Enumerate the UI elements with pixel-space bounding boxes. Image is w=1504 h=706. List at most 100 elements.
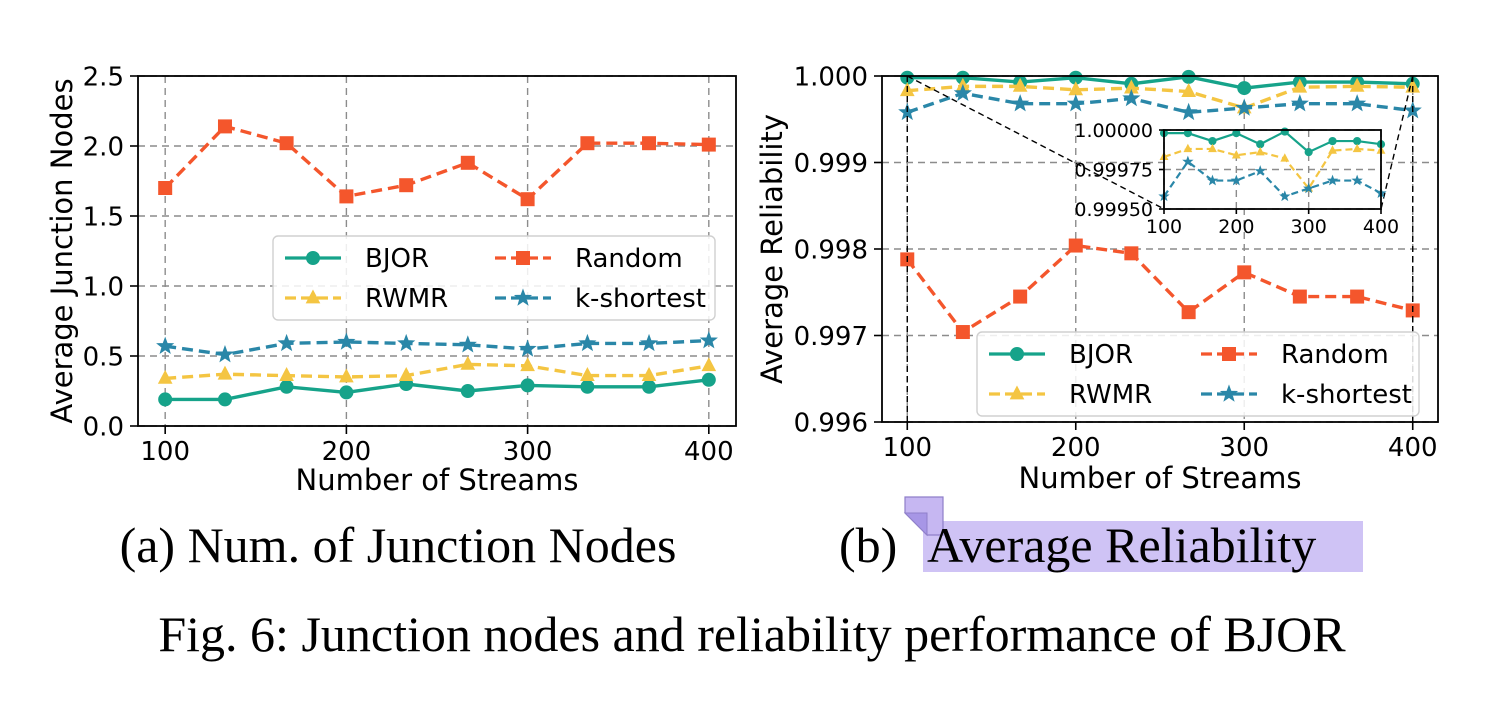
chart-a-legend-marker-rwmr	[305, 289, 321, 304]
chart-b-point-k-shortest	[1348, 94, 1367, 112]
inset-point-k-shortest	[1279, 190, 1291, 202]
chart-a-line-bjor	[165, 378, 710, 402]
chart-a-y-tick-label: 1.0	[83, 272, 124, 302]
chart-a-point-random	[701, 137, 716, 152]
chart-b-point-rwmr	[1349, 77, 1365, 92]
figure-caption: Fig. 6: Junction nodes and reliability p…	[158, 606, 1346, 662]
chart-a-point-k-shortest	[397, 333, 416, 352]
chart-a-point-bjor	[158, 392, 173, 407]
chart-a-legend-label-bjor: BJOR	[365, 244, 429, 274]
chart-b-x-tick-label: 400	[1388, 433, 1438, 463]
chart-a-series-rwmr	[157, 355, 717, 384]
inset-point-k-shortest	[1351, 174, 1363, 186]
subcaption-b-prefix: (b)	[839, 517, 897, 573]
inset-point-k-shortest	[1182, 155, 1194, 167]
chart-b-point-k-shortest	[953, 83, 972, 102]
chart-b-ylabel: Average Reliability	[755, 114, 789, 384]
chart-a-series-random	[158, 119, 716, 207]
sticky-note-fold-icon	[903, 512, 928, 537]
chart-a-point-k-shortest	[215, 345, 235, 363]
chart-b-legend-marker-rwmr	[1009, 385, 1025, 400]
chart-a-point-random	[399, 178, 414, 193]
chart-b-series	[898, 69, 1422, 340]
chart-a-series-k-shortest	[156, 331, 718, 363]
chart-b-point-random	[1068, 238, 1083, 253]
inset-line-rwmr	[1164, 147, 1381, 191]
chart-a-point-random	[339, 189, 354, 204]
inset-x-tick-label: 100	[1146, 216, 1182, 238]
chart-b-legend-box	[976, 331, 1420, 417]
inset-x-tick-label: 200	[1218, 216, 1254, 238]
inset-line-k-shortest	[1164, 160, 1381, 198]
inset-ticks: 100 200 300 400 0.99950 0.99975 1.00000	[1074, 120, 1399, 238]
inset-x-tick-label: 400	[1363, 216, 1399, 238]
chart-a-legend-marker-bjor	[306, 251, 320, 265]
chart-b-legend-marker-bjor	[1010, 347, 1024, 361]
chart-a-line-k-shortest	[164, 338, 709, 357]
chart-b-x-tick-label: 200	[1051, 433, 1101, 463]
chart-a-legend-box	[272, 235, 716, 321]
chart-b-point-random	[1013, 289, 1028, 304]
chart-b-line-random	[905, 243, 1414, 335]
inset-point-bjor	[1208, 136, 1217, 146]
chart-a-point-bjor	[279, 379, 294, 394]
chart-a-series-bjor	[158, 372, 716, 407]
chart-b-legend: BJOR Random RWMR k-shortest	[976, 331, 1420, 417]
inset-point-bjor	[1328, 136, 1337, 146]
chart-a-point-k-shortest	[156, 336, 175, 354]
chart-b-series-random	[900, 238, 1420, 340]
chart-b-y-tick-label: 0.998	[794, 235, 868, 265]
chart-b-ticks: 100 200 300 400 0.996 0.997 0.998 0.999 1.000	[794, 62, 1438, 463]
inset-point-k-shortest	[1326, 174, 1339, 186]
chart-b-point-k-shortest	[1011, 94, 1030, 112]
chart-b-series-k-shortest	[898, 83, 1422, 121]
chart-b-line-rwmr	[907, 84, 1413, 110]
inset-series	[1158, 127, 1387, 202]
chart-b-line-bjor	[907, 75, 1413, 90]
chart-a-point-random	[642, 136, 657, 151]
chart-a-x-tick-label: 100	[140, 437, 190, 467]
inset-x-tick-label: 300	[1291, 216, 1327, 238]
chart-b-point-random	[1181, 305, 1196, 320]
chart-b-inset: 100 200 300 400 0.99950 0.99975 1.00000	[1074, 120, 1399, 238]
chart-a-point-bjor	[217, 392, 232, 407]
chart-a-point-rwmr	[279, 367, 294, 381]
inset-point-k-shortest	[1254, 165, 1266, 176]
chart-a-point-k-shortest	[578, 333, 597, 352]
chart-a-point-rwmr	[217, 365, 233, 380]
chart-b: 100 200 300 400 0.996 0.997 0.998 0.999 1.000 Nu…	[755, 62, 1439, 495]
chart-a-point-k-shortest	[277, 333, 296, 352]
chart-a-legend-marker-random	[516, 251, 530, 265]
inset-series-k-shortest	[1158, 155, 1387, 202]
chart-a-point-k-shortest	[699, 331, 718, 349]
chart-b-point-random	[1350, 289, 1365, 304]
chart-b-point-rwmr	[1292, 78, 1308, 93]
chart-a: 100 200 300 400 0.0 0.5 1.0 1.5 2.0 2.5 Number of…	[45, 62, 737, 497]
chart-b-point-random	[1237, 265, 1252, 280]
inset-point-rwmr	[1280, 153, 1290, 162]
chart-a-x-tick-label: 400	[684, 437, 734, 467]
chart-b-point-k-shortest	[1235, 98, 1254, 116]
chart-a-frame	[137, 75, 737, 427]
chart-a-x-tick-label: 200	[322, 437, 372, 467]
chart-a-line-rwmr	[165, 362, 710, 381]
inset-point-rwmr	[1231, 150, 1241, 159]
inset-line-bjor	[1164, 130, 1381, 154]
chart-b-series-bjor	[900, 69, 1420, 96]
chart-b-y-tick-label: 1.000	[794, 62, 868, 92]
chart-a-point-bjor	[701, 372, 716, 387]
subcaption-a: (a) Num. of Junction Nodes	[120, 517, 677, 573]
chart-b-line-k-shortest	[906, 91, 1413, 115]
inset-point-k-shortest	[1303, 182, 1315, 194]
inset-y-tick-label: 0.99950	[1074, 199, 1153, 221]
chart-b-legend-label-k-shortest: k-shortest	[1281, 380, 1412, 410]
chart-b-y-tick-label: 0.997	[794, 322, 868, 352]
inset-guide-line	[1380, 75, 1414, 210]
chart-a-point-bjor	[460, 384, 475, 398]
chart-b-point-k-shortest	[1179, 102, 1198, 121]
text-highlight	[923, 521, 1363, 572]
inset-point-rwmr	[1255, 146, 1265, 156]
inset-point-bjor	[1280, 127, 1289, 136]
chart-b-point-k-shortest	[1290, 94, 1309, 112]
